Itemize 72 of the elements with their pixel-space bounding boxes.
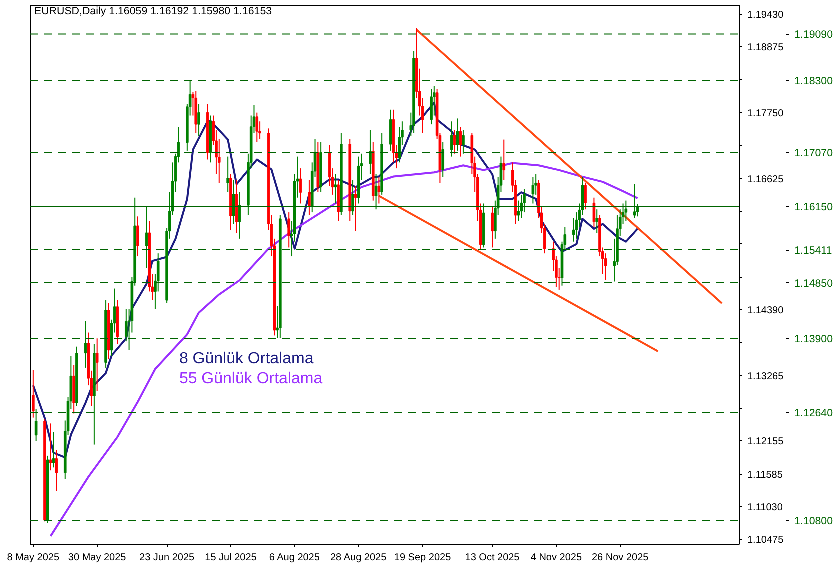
candlestick <box>352 180 354 216</box>
y-tick-label: 1.10475 <box>748 535 784 546</box>
candlestick <box>84 320 88 368</box>
candlestick <box>288 212 291 248</box>
candlestick <box>369 130 372 175</box>
y-tick-label: 1.13265 <box>748 371 784 382</box>
candlestick <box>34 408 38 442</box>
candlestick <box>491 206 494 248</box>
candlestick <box>96 338 99 392</box>
line-series <box>32 102 639 459</box>
candlestick <box>308 180 311 216</box>
x-tick-label: 4 Nov 2025 <box>530 552 582 564</box>
x-tick-label: 8 May 2025 <box>7 552 60 564</box>
candlestick <box>256 112 259 143</box>
candlestick <box>462 130 465 154</box>
ref-line-label: 1.13900 <box>794 334 834 346</box>
candlestick <box>456 118 460 152</box>
candlestick <box>633 184 636 219</box>
candlestick <box>136 216 140 258</box>
candlestick <box>238 192 242 240</box>
candlestick <box>49 423 52 472</box>
y-tick-label: 1.11030 <box>748 502 784 514</box>
candlestick <box>430 88 433 126</box>
candlestick <box>226 156 230 193</box>
candlestick <box>55 450 58 492</box>
candlestick <box>232 180 236 225</box>
candlestick <box>624 200 628 222</box>
candlestick <box>374 174 378 210</box>
candlestick <box>584 182 587 210</box>
x-tick-label: 13 Oct 2025 <box>465 552 520 564</box>
candlestick <box>532 176 535 204</box>
ref-line-label: 1.12640 <box>794 408 834 420</box>
candlestick <box>334 174 338 204</box>
ref-line-label: 1.19090 <box>794 29 834 42</box>
candlestick <box>450 121 454 158</box>
x-tick-label: 28 Aug 2025 <box>330 552 388 564</box>
y-tick-label: 1.14390 <box>748 305 784 316</box>
ref-line-label: 1.16150 <box>794 202 834 214</box>
ref-line-label: 1.17070 <box>794 148 834 160</box>
candlestick <box>378 176 381 204</box>
x-tick-label: 19 Sep 2025 <box>394 552 452 564</box>
line-series <box>50 162 639 538</box>
ref-line-label: 1.15411 <box>794 245 832 258</box>
series-label: 55 Günlük Ortalama <box>179 370 323 388</box>
x-tick-label: 26 Nov 2025 <box>592 552 650 564</box>
candlestick <box>299 168 302 204</box>
candlestick <box>442 142 445 178</box>
candlestick <box>592 197 596 228</box>
ref-line-label: 1.18300 <box>794 76 834 88</box>
candlestick <box>453 130 456 154</box>
y-tick-label: 1.16625 <box>748 174 784 186</box>
candlestick <box>459 126 462 158</box>
candlestick <box>52 432 56 468</box>
candlestick <box>198 104 200 137</box>
x-tick-label: 15 Jul 2025 <box>205 552 258 564</box>
candlestick <box>32 370 35 418</box>
candlestick <box>502 139 506 181</box>
y-tick-label: 1.12155 <box>748 436 784 448</box>
chart-title: EURUSD,Daily 1.16059 1.16192 1.15980 1.16153 <box>34 6 272 18</box>
ref-line-label: 1.10800 <box>794 515 834 528</box>
candlestick <box>596 209 599 234</box>
text: 8 Günlük Ortalama <box>179 350 314 368</box>
x-tick-label: 23 Jun 2025 <box>140 552 196 564</box>
y-tick-label: 1.11585 <box>748 470 784 481</box>
x-tick-label: 6 Aug 2025 <box>269 552 320 564</box>
y-tick-label: 1.18875 <box>748 42 784 54</box>
ref-line-label: 1.14850 <box>794 278 834 290</box>
y-tick-label: 1.19430 <box>748 10 784 21</box>
y-tick-label: 1.17750 <box>748 108 784 120</box>
candlestick <box>354 186 358 232</box>
x-tick-label: 30 May 2025 <box>68 552 127 564</box>
candlestick <box>145 206 148 269</box>
